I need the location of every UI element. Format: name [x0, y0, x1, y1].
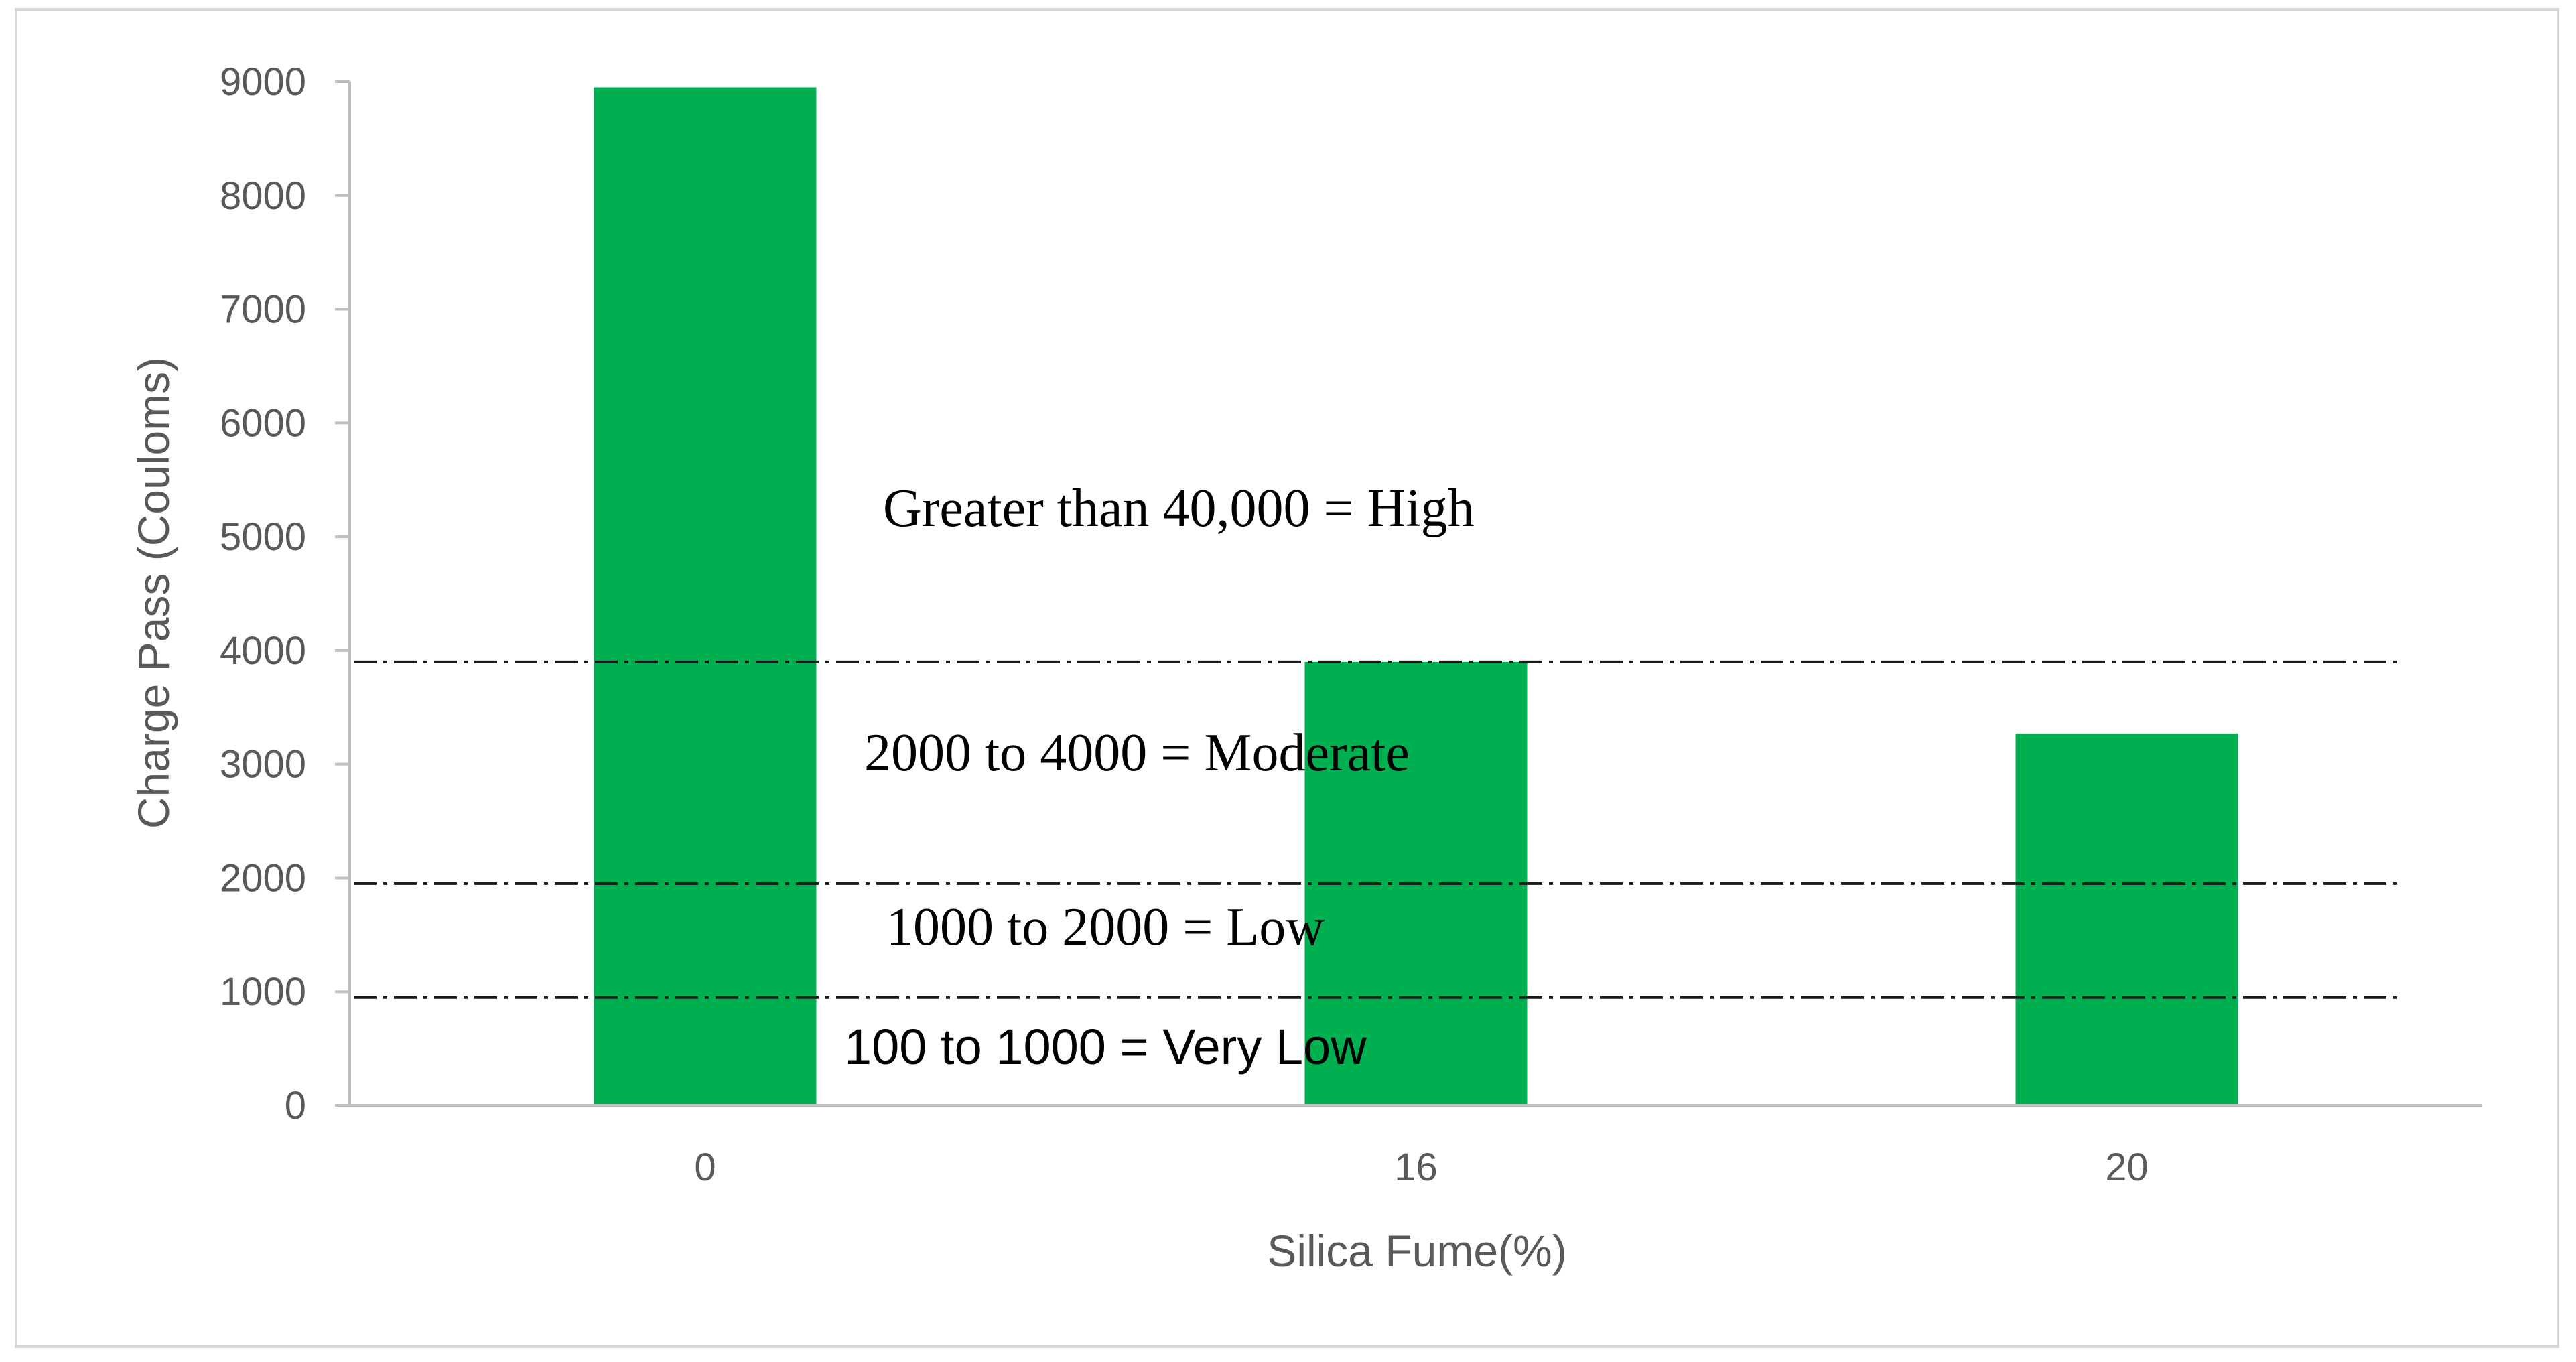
y-axis: 0 1000 2000 3000 4000 5000 6000 7000 8000 9000 [220, 60, 351, 1128]
bar-0 [594, 87, 817, 1105]
y-tick-label: 4000 [220, 629, 306, 673]
y-tick-label: 1000 [220, 970, 306, 1014]
annotation-very-low: 100 to 1000 = Very Low [844, 1019, 1367, 1075]
y-tick-label: 6000 [220, 401, 306, 445]
y-axis-title: Charge Pass (Couloms) [129, 357, 178, 829]
annotation-high: Greater than 40,000 = High [883, 479, 1475, 538]
bar-20 [2015, 733, 2238, 1105]
x-tick-label: 0 [694, 1146, 716, 1189]
y-tick-label: 0 [285, 1084, 306, 1128]
x-tick-label: 20 [2105, 1146, 2149, 1189]
x-axis: 0 16 20 [350, 1104, 2482, 1189]
annotation-moderate: 2000 to 4000 = Moderate [864, 724, 1410, 782]
x-axis-title: Silica Fume(%) [1267, 1226, 1566, 1276]
reference-lines [354, 660, 2402, 999]
y-tick-label: 2000 [220, 856, 306, 900]
y-tick-label: 7000 [220, 288, 306, 332]
y-tick-label: 3000 [220, 743, 306, 787]
y-tick-label: 9000 [220, 60, 306, 104]
annotation-low: 1000 to 2000 = Low [886, 898, 1325, 957]
y-tick-label: 5000 [220, 515, 306, 559]
bars [594, 87, 2238, 1105]
chart-frame [15, 8, 2559, 1348]
y-tick-label: 8000 [220, 174, 306, 218]
x-tick-label: 16 [1394, 1146, 1438, 1189]
